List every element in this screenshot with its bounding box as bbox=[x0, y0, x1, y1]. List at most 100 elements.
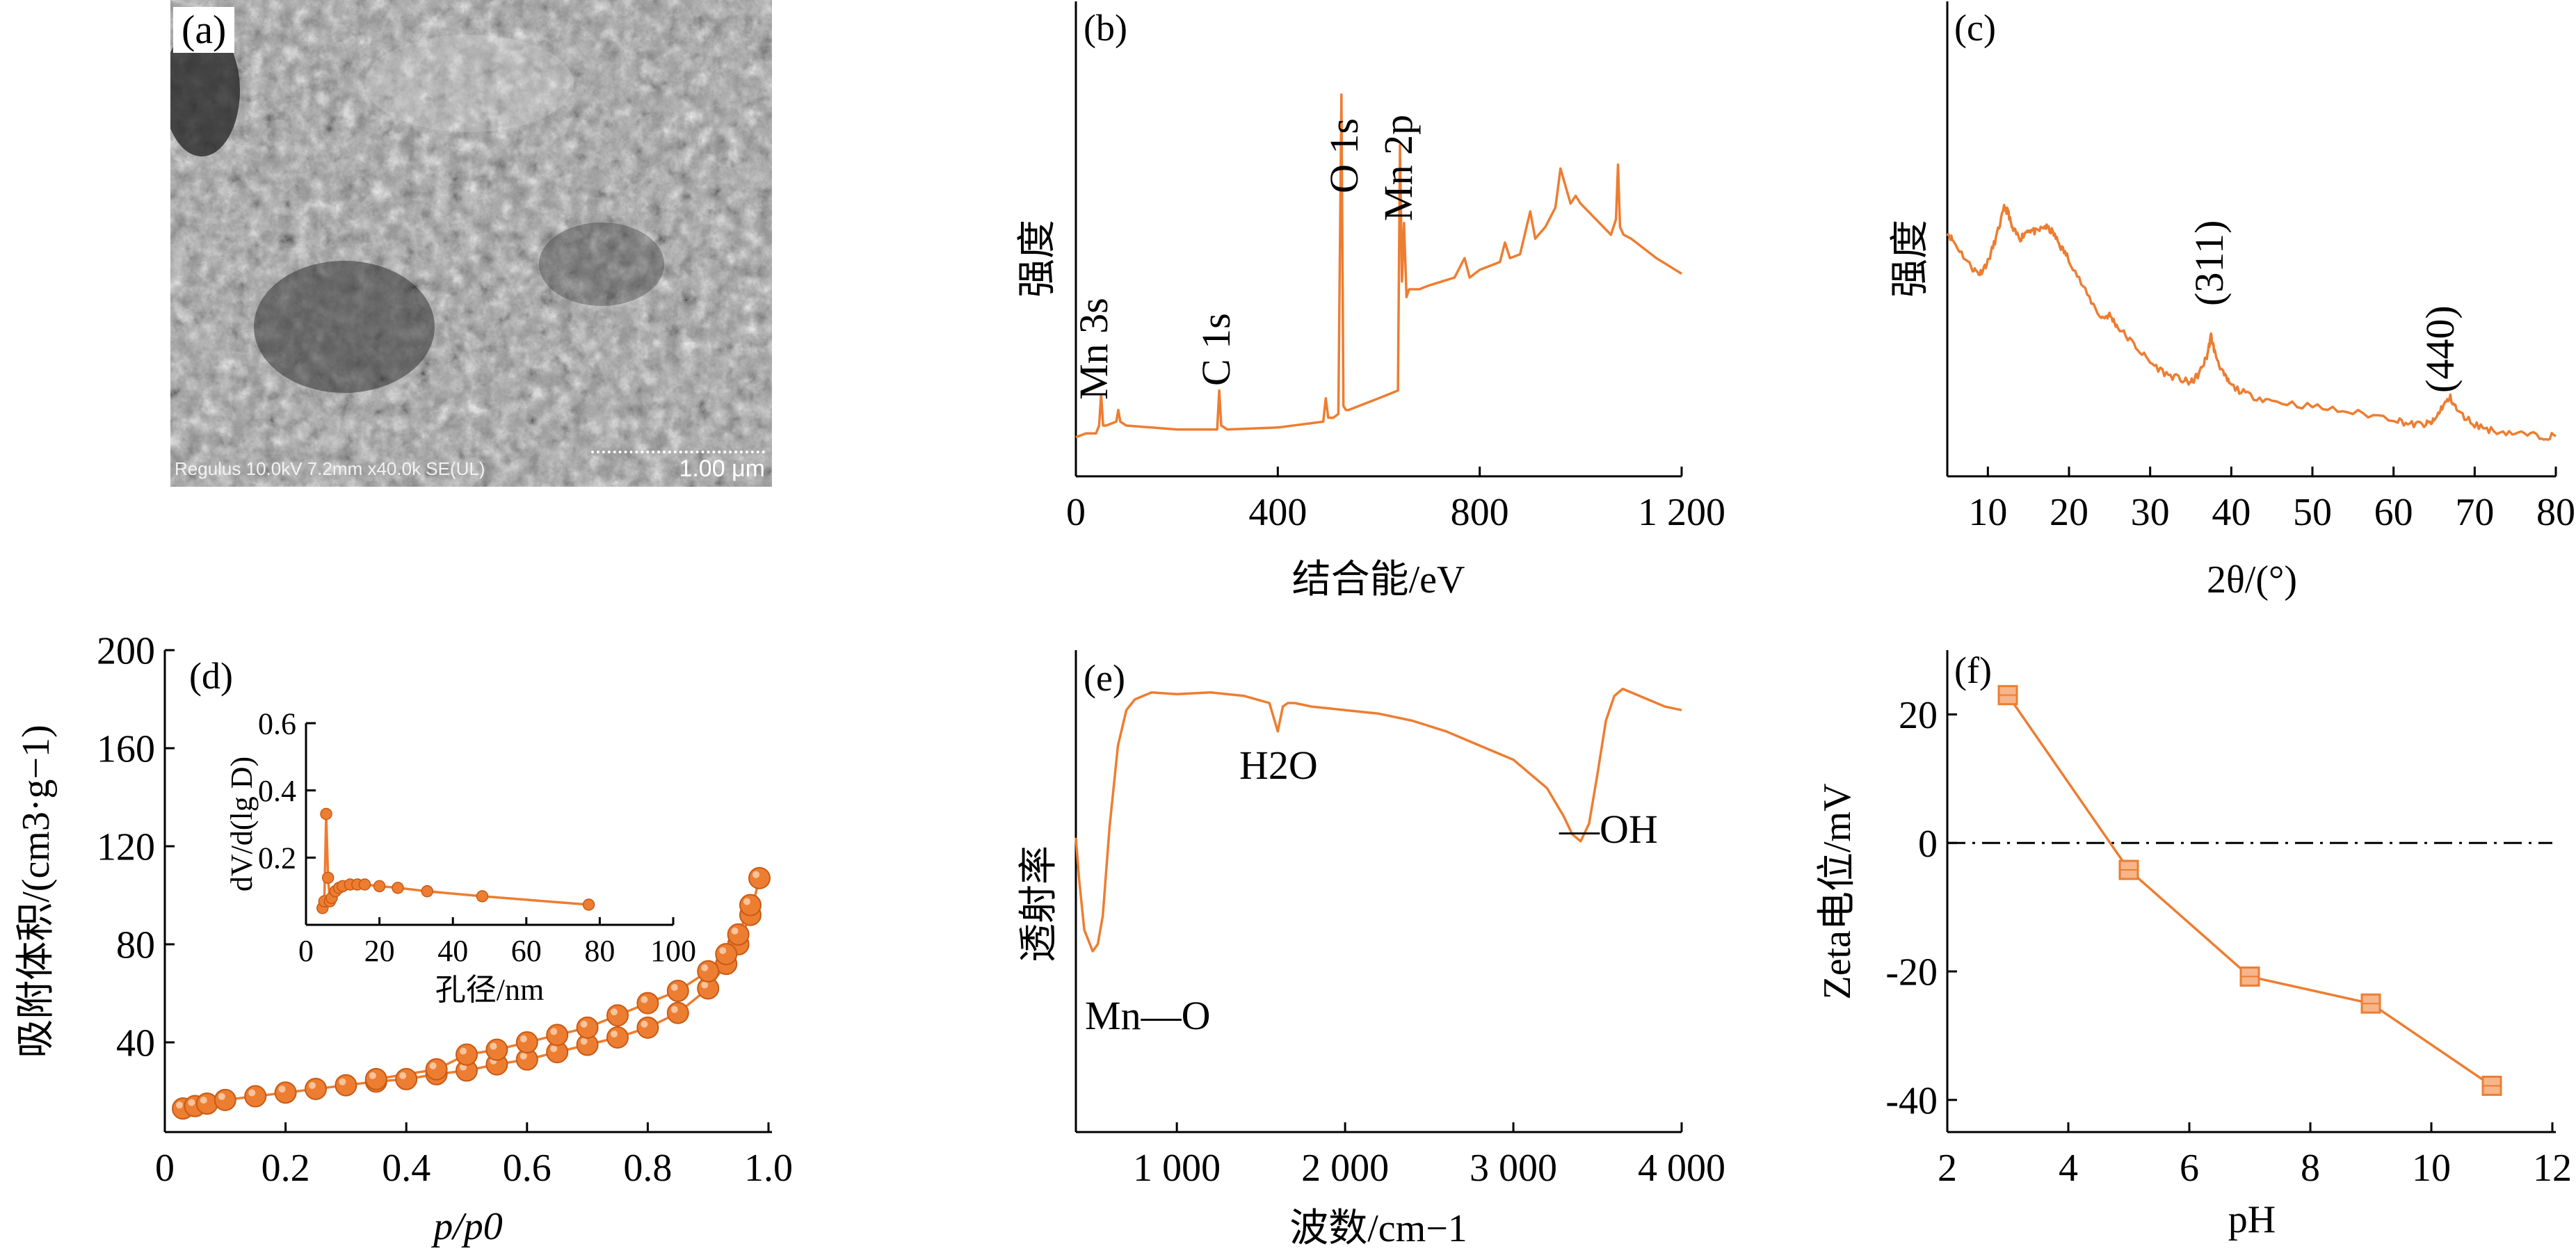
inset-y-ticks: 0.2 0.4 0.6 bbox=[258, 706, 316, 875]
chart-b-panel-label: (b) bbox=[1084, 7, 1127, 49]
sem-instrument-info: Regulus 10.0kV 7.2mm x40.0k SE(UL) bbox=[175, 458, 485, 479]
chart-d-y-tick-label: 40 bbox=[116, 1022, 155, 1065]
chart-f-x-tick-label: 12 bbox=[2533, 1147, 2572, 1190]
chart-e-y-label: 透射率 bbox=[1017, 846, 1061, 962]
inset-x-tick-label: 20 bbox=[364, 934, 395, 968]
chart-d-inset: 0.2 0.4 0.6 0 20 40 60 80 100 dV/d(lg D) 孔径/nm bbox=[225, 706, 696, 1007]
chart-e-annotation: —OH bbox=[1559, 807, 1658, 852]
chart-d-point bbox=[727, 923, 750, 946]
chart-e-x-tick-label: 2 000 bbox=[1301, 1147, 1389, 1190]
chart-d-point bbox=[456, 1043, 478, 1066]
chart-c-x-tick-label: 40 bbox=[2212, 491, 2251, 534]
chart-d-x-tick-label: 0 bbox=[155, 1147, 175, 1190]
chart-d-point-highlight bbox=[490, 1042, 497, 1050]
chart-c-annotation: (440) bbox=[2417, 305, 2463, 393]
chart-d-point bbox=[715, 943, 738, 966]
chart-c-x-tick-label: 10 bbox=[1968, 491, 2007, 534]
chart-f-y-tick-label: -20 bbox=[1885, 951, 1938, 994]
chart-c-annotations: (311) (440) bbox=[2187, 220, 2463, 393]
inset-point bbox=[421, 885, 433, 898]
inset-x-tick-label: 80 bbox=[584, 934, 615, 968]
chart-e-ftir: 1 000 2 000 3 000 4 000 Mn—O H2O —OH (e) 波数/c… bbox=[1017, 650, 1725, 1250]
chart-d-point-highlight bbox=[339, 1078, 346, 1085]
chart-b-annotation: Mn 3s bbox=[1071, 298, 1116, 400]
chart-d-point-highlight bbox=[309, 1081, 316, 1089]
inset-x-tick-label: 40 bbox=[437, 934, 468, 968]
chart-d-y-tick-label: 160 bbox=[97, 728, 155, 771]
chart-c-x-ticks: 10 20 30 40 50 60 70 80 bbox=[1968, 467, 2575, 534]
chart-d-point bbox=[739, 894, 762, 916]
chart-d-y-label: 吸附体积/(cm3·g−1) bbox=[15, 725, 58, 1058]
chart-d-y-tick-label: 200 bbox=[97, 630, 155, 673]
chart-d-point-highlight bbox=[611, 1030, 618, 1037]
chart-e-x-ticks: 1 000 2 000 3 000 4 000 bbox=[1133, 1122, 1725, 1190]
chart-d-point-highlight bbox=[670, 983, 678, 991]
sem-scale-bar bbox=[591, 451, 765, 453]
inset-point bbox=[321, 871, 335, 885]
chart-c-x-tick-label: 50 bbox=[2293, 491, 2332, 534]
sem-scale-label: 1.00 μm bbox=[679, 455, 765, 482]
chart-c-xrd: 10 20 30 40 50 60 70 80 (311) (440) (c) 2θ/(°) 强… bbox=[1889, 1, 2575, 601]
chart-c-annotation: (311) bbox=[2187, 220, 2232, 306]
sem-micrograph bbox=[170, 0, 772, 487]
chart-b-annotation: C 1s bbox=[1193, 313, 1239, 386]
chart-d-point-highlight bbox=[580, 1020, 588, 1028]
chart-b-x-tick-label: 1 200 bbox=[1638, 491, 1725, 534]
chart-d-panel-label: (d) bbox=[189, 655, 233, 697]
chart-e-annotation: Mn—O bbox=[1085, 993, 1210, 1038]
inset-x-ticks: 0 20 40 60 80 100 bbox=[298, 917, 696, 968]
chart-d-point-highlight bbox=[752, 871, 759, 878]
chart-d-x-tick-label: 0.2 bbox=[261, 1147, 310, 1190]
chart-d-y-tick-label: 120 bbox=[97, 826, 155, 869]
inset-series-line bbox=[321, 812, 589, 909]
chart-d-x-ticks: 0 0.2 0.4 0.6 0.8 1.0 bbox=[155, 1122, 793, 1190]
chart-d-point-highlight bbox=[743, 898, 750, 905]
chart-d-point-highlight bbox=[641, 1020, 648, 1028]
inset-point bbox=[582, 898, 595, 911]
chart-e-series-line bbox=[1074, 687, 1682, 953]
chart-d-point bbox=[305, 1077, 327, 1100]
chart-d-y-ticks: 40 80 120 160 200 bbox=[97, 630, 175, 1065]
chart-b-series-line bbox=[1075, 93, 1682, 439]
chart-b-annotation: Mn 2p bbox=[1376, 115, 1421, 221]
chart-c-x-tick-label: 30 bbox=[2131, 491, 2170, 534]
chart-d-point bbox=[576, 1016, 599, 1039]
chart-f-series-line bbox=[2006, 694, 2493, 1087]
chart-d-point-highlight bbox=[550, 1045, 558, 1053]
chart-d-point bbox=[666, 979, 689, 1002]
chart-d-point bbox=[214, 1088, 236, 1111]
chart-d-point bbox=[666, 1001, 689, 1024]
chart-b-y-label: 强度 bbox=[1016, 220, 1059, 298]
chart-e-x-label: 波数/cm−1 bbox=[1289, 1207, 1467, 1250]
chart-b-annotations: Mn 3s C 1s O 1s Mn 2p bbox=[1071, 115, 1421, 400]
chart-c-series-line bbox=[1946, 204, 2557, 442]
chart-d-point bbox=[195, 1092, 218, 1115]
chart-b-x-ticks: 0 400 800 1 200 bbox=[1066, 467, 1725, 534]
chart-d-x-tick-label: 0.6 bbox=[503, 1147, 552, 1190]
chart-d-point-highlight bbox=[580, 1037, 588, 1045]
chart-d-point bbox=[244, 1085, 267, 1108]
chart-d-point-highlight bbox=[218, 1092, 225, 1100]
chart-d-x-tick-label: 0.8 bbox=[623, 1147, 672, 1190]
inset-x-tick-label: 0 bbox=[298, 934, 314, 968]
chart-d-point-highlight bbox=[670, 1005, 678, 1013]
inset-y-label: dV/d(lg D) bbox=[225, 757, 259, 891]
inset-y-tick-label: 0.2 bbox=[258, 841, 296, 875]
chart-d-x-tick-label: 1.0 bbox=[744, 1147, 793, 1190]
chart-d-point bbox=[485, 1038, 508, 1061]
chart-e-x-tick-label: 3 000 bbox=[1470, 1147, 1557, 1190]
panel-a-label: (a) bbox=[173, 7, 235, 53]
chart-b-x-label: 结合能/eV bbox=[1292, 558, 1465, 601]
chart-f-y-label: Zeta电位/mV bbox=[1816, 783, 1859, 999]
chart-c-panel-label: (c) bbox=[1954, 7, 1996, 49]
chart-d-point-highlight bbox=[701, 964, 709, 971]
chart-e-x-tick-label: 4 000 bbox=[1638, 1147, 1725, 1190]
chart-d-point bbox=[748, 866, 771, 889]
chart-c-x-tick-label: 80 bbox=[2536, 491, 2575, 534]
chart-b-x-tick-label: 400 bbox=[1248, 491, 1307, 534]
inset-x-tick-label: 60 bbox=[511, 934, 542, 968]
inset-x-tick-label: 100 bbox=[650, 934, 696, 968]
chart-d-point-highlight bbox=[731, 927, 739, 935]
